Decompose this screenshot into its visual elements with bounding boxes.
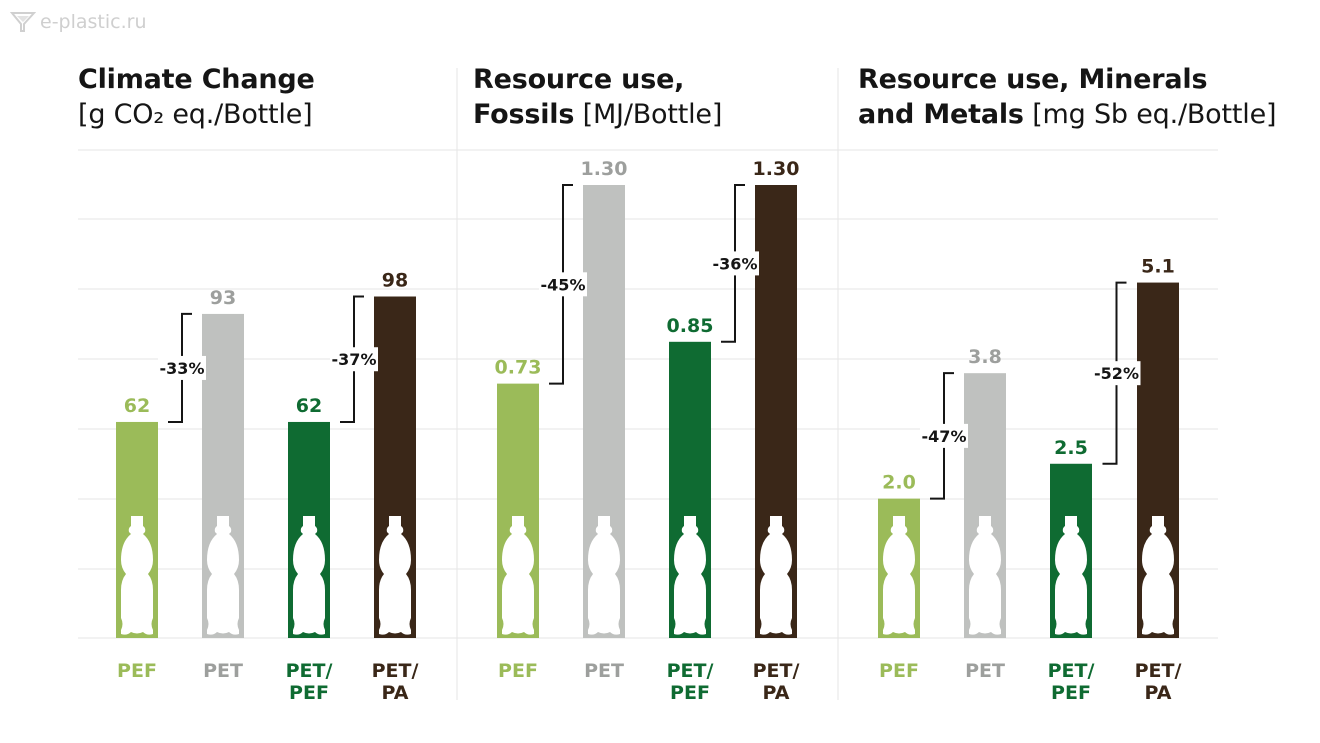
- value-label-2-1: 3.8: [968, 346, 1002, 368]
- comparison-bracket-2-0: -47%: [920, 372, 968, 500]
- value-label-2-2: 2.5: [1054, 437, 1088, 459]
- bottle-icon: [379, 516, 411, 635]
- category-label-2-2: PET/: [1048, 660, 1095, 682]
- bottle-icon: [1055, 516, 1087, 635]
- panel-title-climate-unit: [g CO₂ eq./Bottle]: [78, 99, 313, 130]
- bracket-label-bg: [539, 272, 587, 297]
- value-label-0-2: 62: [296, 395, 322, 417]
- bottle-icon: [674, 516, 706, 635]
- panel-title-fossils-line1: Resource use,: [473, 64, 685, 95]
- watermark-text: e-plastic.ru: [40, 11, 147, 33]
- value-label-1-1: 1.30: [581, 158, 628, 180]
- bottle-icon: [883, 516, 915, 635]
- value-label-0-0: 62: [124, 395, 150, 417]
- category-label-2-3: PET/: [1135, 660, 1182, 682]
- panel-title-climate: Climate Change [g CO₂ eq./Bottle]: [78, 62, 315, 132]
- category-label-2-0: PEF: [879, 660, 919, 682]
- percent-label: -36%: [713, 254, 758, 273]
- value-label-1-3: 1.30: [753, 158, 800, 180]
- bottle-icon: [207, 516, 239, 635]
- category-label-0-3: PA: [382, 682, 409, 704]
- panel-title-minerals: Resource use, Minerals and Metals [mg Sb…: [858, 62, 1277, 132]
- category-label-0-2: PET/: [286, 660, 333, 682]
- panel-title-climate-main: Climate Change: [78, 64, 315, 95]
- category-label-1-1: PET: [584, 660, 624, 682]
- panel-title-fossils-line2: Fossils: [473, 99, 575, 130]
- category-label-0-1: PET: [203, 660, 243, 682]
- category-label-1-0: PEF: [498, 660, 538, 682]
- value-label-0-1: 93: [210, 287, 236, 309]
- value-label-2-0: 2.0: [882, 472, 916, 494]
- bottle-icon: [588, 516, 620, 635]
- bracket-label-bg: [158, 355, 206, 380]
- comparison-bracket-0-1: -37%: [330, 295, 378, 423]
- comparison-bracket-0-0: -33%: [158, 312, 206, 423]
- panel-title-minerals-unit: [mg Sb eq./Bottle]: [1032, 99, 1277, 130]
- comparison-bracket-1-1: -36%: [711, 184, 759, 343]
- category-label-1-2: PET/: [667, 660, 714, 682]
- bracket-label-bg: [1092, 361, 1141, 386]
- category-label-2-1: PET: [965, 660, 1005, 682]
- bottle-icon: [502, 516, 534, 635]
- percent-label: -37%: [332, 350, 377, 369]
- percent-label: -45%: [541, 275, 586, 294]
- panel-title-minerals-line1: Resource use, Minerals: [858, 64, 1208, 95]
- category-label-1-2: PEF: [670, 682, 710, 704]
- category-label-0-3: PET/: [372, 660, 419, 682]
- bottle-icon: [293, 516, 325, 635]
- value-label-1-2: 0.85: [667, 315, 714, 337]
- comparison-bracket-2-1: -52%: [1092, 281, 1141, 465]
- percent-label: -33%: [160, 359, 205, 378]
- bracket-label-bg: [711, 251, 759, 276]
- value-label-2-3: 5.1: [1141, 256, 1175, 278]
- panel-title-fossils: Resource use, Fossils [MJ/Bottle]: [473, 62, 722, 132]
- value-label-0-3: 98: [382, 270, 408, 292]
- bottle-icon: [1142, 516, 1174, 635]
- category-label-2-3: PA: [1145, 682, 1172, 704]
- bottle-icon: [969, 516, 1001, 635]
- e-plastic-logo-icon: [10, 12, 36, 32]
- category-label-1-3: PA: [763, 682, 790, 704]
- category-label-0-2: PEF: [289, 682, 329, 704]
- category-label-1-3: PET/: [753, 660, 800, 682]
- comparison-bracket-1-0: -45%: [539, 184, 587, 385]
- percent-label: -52%: [1094, 364, 1139, 383]
- bottle-icon: [760, 516, 792, 635]
- bracket-label-bg: [920, 423, 968, 448]
- category-label-2-2: PEF: [1051, 682, 1091, 704]
- category-label-0-0: PEF: [117, 660, 157, 682]
- bottle-icon: [121, 516, 153, 635]
- percent-label: -47%: [922, 427, 967, 446]
- value-label-1-0: 0.73: [495, 357, 542, 379]
- watermark: e-plastic.ru: [10, 10, 147, 34]
- panel-title-fossils-unit: [MJ/Bottle]: [582, 99, 723, 130]
- bracket-label-bg: [330, 347, 378, 372]
- panel-title-minerals-line2: and Metals: [858, 99, 1024, 130]
